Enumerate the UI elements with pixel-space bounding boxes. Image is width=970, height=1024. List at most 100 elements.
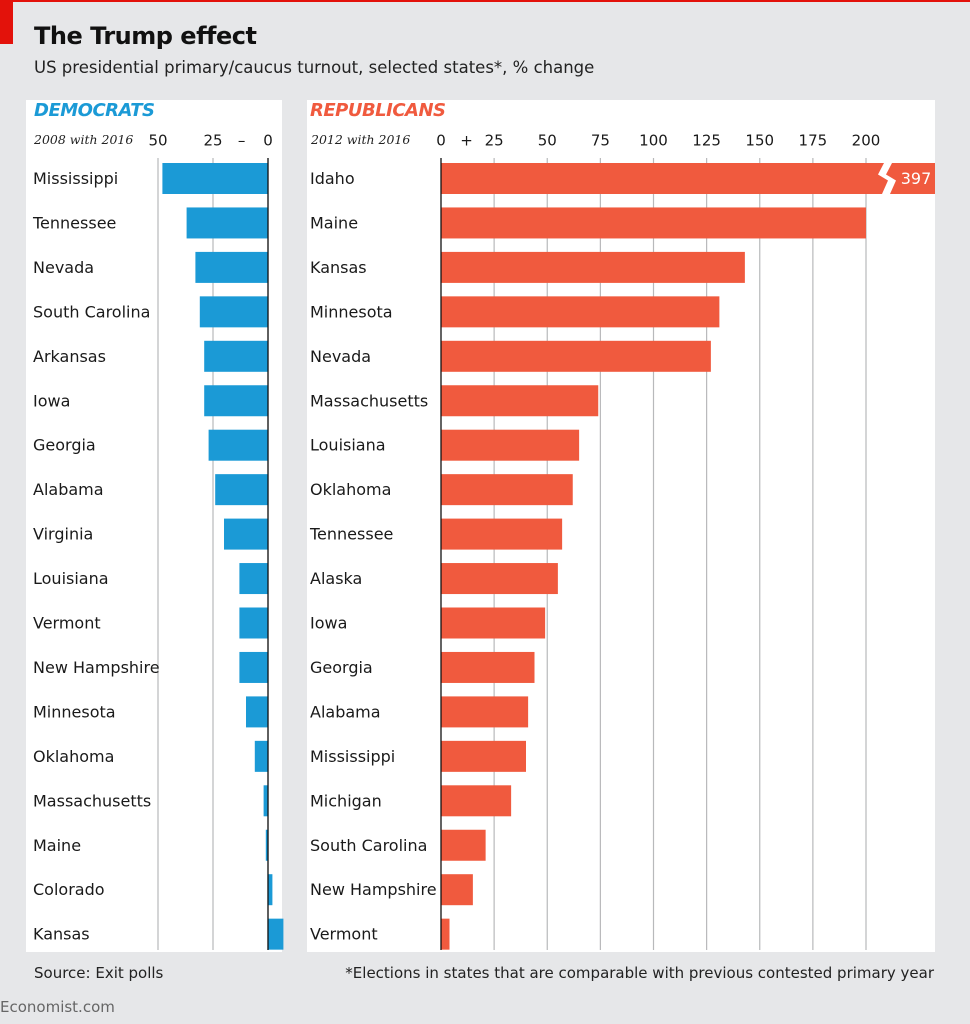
democrats-bar xyxy=(215,474,268,506)
republicans-state-label: New Hampshire xyxy=(310,880,437,899)
republicans-state-label: Oklahoma xyxy=(310,480,391,499)
democrats-bar xyxy=(186,207,268,239)
republicans-state-label: Alabama xyxy=(310,702,381,721)
republicans-state-label: Alaska xyxy=(310,569,362,588)
republicans-bar xyxy=(441,207,866,239)
democrats-bar xyxy=(162,163,268,194)
republicans-tick-label: 75 xyxy=(591,132,610,150)
democrats-bar xyxy=(254,740,268,772)
republicans-bar xyxy=(441,874,473,906)
republicans-bar xyxy=(441,607,546,639)
republicans-state-label: South Carolina xyxy=(310,836,427,855)
democrats-tick-label: 50 xyxy=(148,132,167,150)
republicans-bar xyxy=(441,163,935,194)
democrats-bar xyxy=(263,785,268,817)
democrats-period: 2008 with 2016 xyxy=(34,132,134,147)
republicans-state-label: Georgia xyxy=(310,658,373,677)
republicans-bar xyxy=(441,696,529,728)
republicans-tick-label: 125 xyxy=(692,132,721,150)
economist-credit: Economist.com xyxy=(0,998,115,1016)
democrats-bar xyxy=(239,651,268,683)
republicans-bar xyxy=(441,474,573,506)
democrats-state-label: Louisiana xyxy=(33,569,109,588)
republicans-bar xyxy=(441,740,526,772)
idaho-value-label: 397 xyxy=(901,169,932,188)
republicans-bar xyxy=(441,296,720,328)
democrats-bar xyxy=(239,607,268,639)
democrats-bar xyxy=(195,251,268,283)
republicans-tick-label: 0 xyxy=(436,132,446,150)
axis-break-marker xyxy=(878,163,896,194)
republicans-state-label: Kansas xyxy=(310,258,367,277)
republicans-state-label: Idaho xyxy=(310,169,355,188)
republicans-period: 2012 with 2016 xyxy=(311,132,411,147)
republicans-state-label: Louisiana xyxy=(310,436,386,455)
republicans-bar xyxy=(441,251,745,283)
democrats-bar xyxy=(268,874,273,906)
republicans-tick-label: 150 xyxy=(745,132,774,150)
democrats-bar xyxy=(204,385,268,417)
republicans-tick-label: 200 xyxy=(852,132,881,150)
democrats-bar xyxy=(265,829,268,861)
democrats-tick-label: 0 xyxy=(263,132,273,150)
republicans-state-label: Vermont xyxy=(310,925,378,944)
republicans-tick-label: 175 xyxy=(799,132,828,150)
source-note: Source: Exit polls xyxy=(34,964,164,982)
democrats-bar xyxy=(204,340,268,372)
republicans-bar xyxy=(441,563,558,595)
republicans-tick-label: 25 xyxy=(485,132,504,150)
republicans-bar xyxy=(441,518,563,550)
republicans-bar xyxy=(441,651,535,683)
republicans-state-label: Massachusetts xyxy=(310,391,428,410)
republicans-bar xyxy=(441,918,450,950)
democrats-bar xyxy=(199,296,268,328)
democrats-state-label: Vermont xyxy=(33,614,101,633)
republicans-tick-label: + xyxy=(460,132,473,150)
republicans-bar xyxy=(441,785,512,817)
democrats-state-label: Iowa xyxy=(33,391,70,410)
chart-subtitle: US presidential primary/caucus turnout, … xyxy=(34,58,595,77)
republicans-panel xyxy=(307,100,935,952)
republicans-state-label: Tennessee xyxy=(309,525,393,544)
democrats-tick-label: 25 xyxy=(203,132,222,150)
republicans-state-label: Mississippi xyxy=(310,747,395,766)
democrats-bar xyxy=(268,918,284,950)
republicans-tick-label: 100 xyxy=(639,132,668,150)
republicans-bar xyxy=(441,340,711,372)
democrats-state-label: Virginia xyxy=(33,525,93,544)
republicans-state-label: Maine xyxy=(310,213,358,232)
republicans-tick-label: 50 xyxy=(538,132,557,150)
democrats-state-label: Tennessee xyxy=(32,213,116,232)
democrats-state-label: Massachusetts xyxy=(33,791,151,810)
chart-title: The Trump effect xyxy=(34,22,257,50)
democrats-bar xyxy=(208,429,268,461)
republicans-state-label: Minnesota xyxy=(310,302,393,321)
democrats-state-label: Mississippi xyxy=(33,169,118,188)
brand-red-tab xyxy=(0,0,13,44)
democrats-bar xyxy=(239,563,268,595)
republicans-title: REPUBLICANS xyxy=(310,100,446,121)
republicans-bar xyxy=(441,829,486,861)
democrats-bar xyxy=(224,518,268,550)
top-rule xyxy=(0,0,970,2)
republicans-state-label: Nevada xyxy=(310,347,371,366)
democrats-state-label: Nevada xyxy=(33,258,94,277)
democrats-state-label: Colorado xyxy=(33,880,105,899)
democrats-state-label: Arkansas xyxy=(33,347,106,366)
republicans-state-label: Iowa xyxy=(310,614,347,633)
democrats-state-label: Maine xyxy=(33,836,81,855)
democrats-bar xyxy=(246,696,268,728)
democrats-tick-label: – xyxy=(238,132,246,150)
republicans-bar xyxy=(441,385,599,417)
democrats-state-label: New Hampshire xyxy=(33,658,160,677)
republicans-bar xyxy=(441,429,580,461)
democrats-state-label: Georgia xyxy=(33,436,96,455)
democrats-state-label: Kansas xyxy=(33,925,90,944)
footnote: *Elections in states that are comparable… xyxy=(345,964,934,982)
democrats-state-label: Alabama xyxy=(33,480,104,499)
democrats-state-label: South Carolina xyxy=(33,302,150,321)
democrats-state-label: Minnesota xyxy=(33,702,116,721)
democrats-state-label: Oklahoma xyxy=(33,747,114,766)
republicans-state-label: Michigan xyxy=(310,791,382,810)
